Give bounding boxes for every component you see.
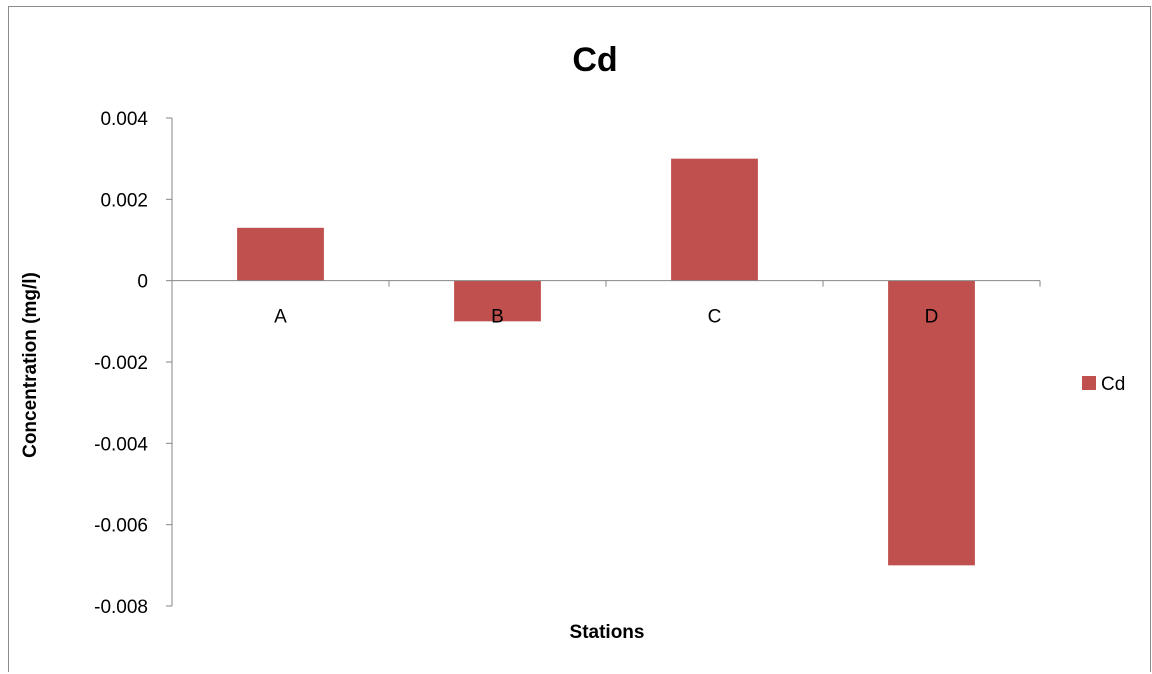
bars	[237, 159, 975, 566]
x-tick-label: D	[925, 307, 939, 328]
y-axis-title: Concentration (mg/l)	[20, 272, 41, 458]
y-axis: 0.004 0.002 0 -0.002 -0.004 -0.006 -0.008	[94, 109, 172, 618]
y-tick-label: 0.002	[100, 190, 148, 211]
y-tick-label: -0.004	[94, 434, 148, 455]
y-tick-label: -0.008	[94, 597, 148, 618]
y-tick-label: -0.002	[94, 353, 148, 374]
chart-title: Cd	[572, 41, 617, 79]
legend-label: Cd	[1101, 374, 1125, 395]
x-axis-title: Stations	[570, 622, 645, 643]
x-tick-label: C	[708, 307, 722, 328]
bar-A	[237, 228, 324, 281]
y-tick-label: 0	[137, 272, 148, 293]
y-tick-label: -0.006	[94, 516, 148, 537]
legend: Cd	[1082, 374, 1125, 395]
x-tick-label: A	[274, 307, 287, 328]
bar-C	[671, 159, 758, 281]
y-tick-label: 0.004	[100, 109, 148, 130]
legend-swatch	[1082, 376, 1096, 390]
x-tick-label: B	[491, 307, 504, 328]
